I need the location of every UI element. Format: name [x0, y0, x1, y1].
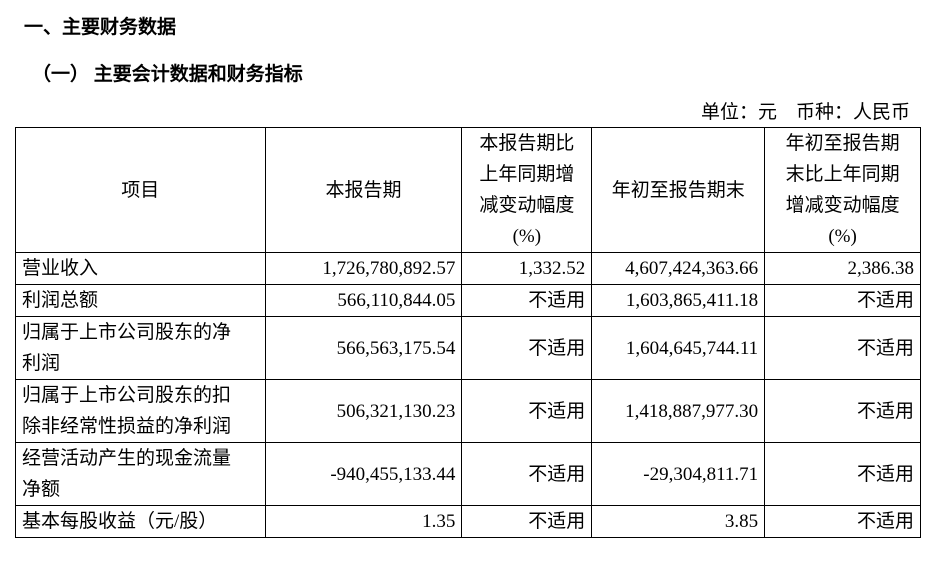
- table-row: 归属于上市公司股东的扣除非经常性损益的净利润 506,321,130.23 不适用 1…: [15, 379, 921, 443]
- unit-note: 单位：元 币种：人民币: [700, 102, 910, 123]
- cell-value: 566,563,175.54: [264, 316, 463, 380]
- cell-value: 4,607,424,363.66: [591, 252, 766, 285]
- cell-value: -29,304,811.71: [591, 442, 766, 506]
- cell-value: 不适用: [461, 379, 593, 443]
- table-row: 归属于上市公司股东的净利润 566,563,175.54 不适用 1,604,645,…: [15, 316, 921, 380]
- data-table: 项目 本报告期 本报告期比上年同期增减变动幅度(%) 年初至报告期末 年初至报告期末比上…: [15, 127, 921, 538]
- column-header: 年初至报告期末: [591, 127, 766, 253]
- table-row: 经营活动产生的现金流量净额 -940,455,133.44 不适用 -29,304,8…: [15, 442, 921, 506]
- row-label: 归属于上市公司股东的净利润: [15, 316, 266, 380]
- row-label: 基本每股收益（元/股）: [15, 505, 266, 538]
- cell-value: 不适用: [461, 284, 593, 317]
- subsection-title: （一） 主要会计数据和财务指标: [32, 64, 303, 85]
- cell-value: 不适用: [461, 316, 593, 380]
- cell-value: 不适用: [764, 284, 921, 317]
- cell-value: 不适用: [764, 505, 921, 538]
- row-label: 经营活动产生的现金流量净额: [15, 442, 266, 506]
- cell-value: -940,455,133.44: [264, 442, 463, 506]
- cell-value: 1,604,645,744.11: [591, 316, 766, 380]
- column-header: 项目: [15, 127, 266, 253]
- row-label: 利润总额: [15, 284, 266, 317]
- table-row: 基本每股收益（元/股） 1.35 不适用 3.85 不适用: [15, 505, 921, 538]
- column-header: 本报告期比上年同期增减变动幅度(%): [461, 127, 593, 253]
- cell-value: 1,726,780,892.57: [264, 252, 463, 285]
- cell-value: 1,603,865,411.18: [591, 284, 766, 317]
- table-row: 营业收入 1,726,780,892.57 1,332.52 4,607,424,36…: [15, 252, 921, 285]
- column-header: 年初至报告期末比上年同期增减变动幅度(%): [764, 127, 921, 253]
- cell-value: 不适用: [764, 316, 921, 380]
- cell-value: 506,321,130.23: [264, 379, 463, 443]
- cell-value: 不适用: [461, 442, 593, 506]
- section-title: 一、主要财务数据: [24, 17, 177, 38]
- row-label: 营业收入: [15, 252, 266, 285]
- cell-value: 1.35: [264, 505, 463, 538]
- cell-value: 566,110,844.05: [264, 284, 463, 317]
- cell-value: 不适用: [764, 442, 921, 506]
- cell-value: 3.85: [591, 505, 766, 538]
- row-label: 归属于上市公司股东的扣除非经常性损益的净利润: [15, 379, 266, 443]
- cell-value: 1,332.52: [461, 252, 593, 285]
- cell-value: 2,386.38: [764, 252, 921, 285]
- table-row: 利润总额 566,110,844.05 不适用 1,603,865,411.18 不适用: [15, 284, 921, 317]
- cell-value: 1,418,887,977.30: [591, 379, 766, 443]
- header-row: 项目 本报告期 本报告期比上年同期增减变动幅度(%) 年初至报告期末 年初至报告期末比上…: [15, 127, 921, 253]
- column-header: 本报告期: [264, 127, 463, 253]
- cell-value: 不适用: [461, 505, 593, 538]
- cell-value: 不适用: [764, 379, 921, 443]
